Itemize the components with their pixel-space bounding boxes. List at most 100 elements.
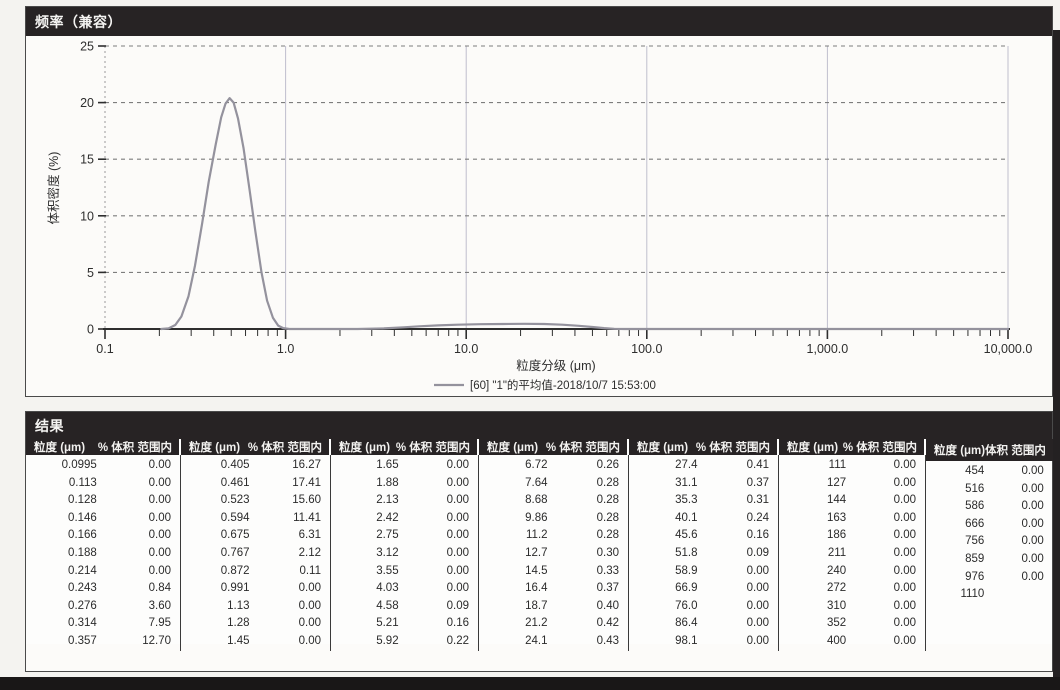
table-row: 0.214 0.00 <box>26 563 180 581</box>
column-group-body: 1.65 0.00 1.88 0.00 2.13 0.00 2.42 0.00 2.75 0.00… <box>331 455 479 651</box>
table-row: 18.7 0.40 <box>479 598 628 616</box>
size-value: 4.58 <box>376 599 399 612</box>
volume-pct-value: 0.28 <box>596 511 619 524</box>
table-row: 76.0 0.00 <box>629 598 778 616</box>
volume-pct-value: 0.00 <box>893 634 916 647</box>
table-row: 8.68 0.28 <box>479 492 628 510</box>
x-tick-label: 10,000.0 <box>984 342 1033 356</box>
size-value: 9.86 <box>525 511 548 524</box>
table-row: 0.991 0.00 <box>181 580 330 598</box>
volume-pct-value: 0.00 <box>1021 465 1044 477</box>
volume-pct-value: 0.00 <box>1021 517 1044 530</box>
volume-pct-value: 0.84 <box>148 582 171 595</box>
y-tick-label: 20 <box>80 96 94 110</box>
volume-pct-value: 0.43 <box>596 634 619 647</box>
y-tick-label: 15 <box>80 153 94 167</box>
size-value: 0.276 <box>68 599 97 612</box>
size-value: 3.12 <box>376 546 399 559</box>
table-row: 2.13 0.00 <box>331 492 478 510</box>
table-row: 1.13 0.00 <box>181 598 330 616</box>
volume-pct-value: 0.00 <box>893 617 916 630</box>
size-value: 1.28 <box>227 617 250 630</box>
size-value: 24.1 <box>525 634 548 647</box>
column-group-header: 粒度 (μm) % 体积 范围内 <box>629 439 777 455</box>
y-tick-label: 25 <box>80 40 94 54</box>
size-value: 0.128 <box>68 494 97 507</box>
size-value: 86.4 <box>675 617 698 630</box>
size-value: 352 <box>826 617 847 630</box>
size-value: 400 <box>826 634 847 647</box>
size-column-header: 粒度 (μm) <box>189 442 241 454</box>
table-row: 0.276 3.60 <box>26 598 180 616</box>
volume-pct-value: 0.00 <box>298 617 321 630</box>
size-value: 756 <box>965 535 985 548</box>
volume-pct-value <box>984 586 1053 604</box>
volume-pct-value: 0.00 <box>148 494 171 507</box>
column-group-body: 0.0995 0.00 0.113 0.00 0.128 0.00 0.146 0.00 0.1… <box>26 455 181 651</box>
table-row: 2.75 0.00 <box>331 527 478 545</box>
size-column-header: 粒度 (μm) <box>637 442 689 454</box>
volume-pct-column-header: % 体积 范围内 <box>247 442 322 454</box>
table-row: 3.12 0.00 <box>331 545 478 563</box>
scan-edge-bottom <box>0 677 1060 690</box>
table-row: 186 0.00 <box>779 527 925 545</box>
size-value: 4.03 <box>376 582 399 595</box>
table-row: 666 0.00 <box>926 516 1053 534</box>
size-value: 14.5 <box>525 564 548 577</box>
legend-label: [60] "1"的平均值-2018/10/7 15:53:00 <box>470 378 656 392</box>
volume-pct-value: 6.31 <box>298 529 321 542</box>
size-value: 586 <box>965 500 985 513</box>
size-value: 76.0 <box>675 599 698 612</box>
table-row: 27.4 0.41 <box>629 457 778 475</box>
volume-pct-value: 0.16 <box>446 617 469 630</box>
table-row: 0.146 0.00 <box>26 510 180 528</box>
table-row: 586 0.00 <box>926 498 1053 516</box>
column-group-body: 0.405 16.27 0.461 17.41 0.523 15.60 0.594 11.41… <box>181 455 331 651</box>
size-value: 1.88 <box>376 476 399 489</box>
results-column-group: 粒度 (μm)% 体积 范围内 111 0.00 127 0.00 144 0.00 163 0… <box>779 439 926 651</box>
volume-pct-value: 0.00 <box>893 476 916 489</box>
size-value: 0.0995 <box>61 459 97 471</box>
frequency-chart-panel: 频率（兼容） 0.1 1.0 10.0 100.0 1,000.0 10,000.0 0 5 1… <box>25 6 1053 397</box>
size-value: 0.146 <box>68 511 97 524</box>
volume-pct-value: 0.00 <box>1021 552 1044 565</box>
size-value: 5.21 <box>376 617 399 630</box>
column-group-body: 111 0.00 127 0.00 144 0.00 163 0.00 186 0.00 211 0.… <box>779 455 926 651</box>
volume-pct-column-header: % 体积 范围内 <box>695 442 770 454</box>
table-row: 211 0.00 <box>779 545 925 563</box>
table-row: 859 0.00 <box>926 551 1053 569</box>
volume-pct-value: 0.00 <box>746 634 769 647</box>
size-value: 16.4 <box>525 582 548 595</box>
volume-pct-value: 0.00 <box>746 599 769 612</box>
table-row: 21.2 0.42 <box>479 615 628 633</box>
volume-pct-value: 0.31 <box>746 494 769 507</box>
table-row: 0.188 0.00 <box>26 545 180 563</box>
table-row: 756 0.00 <box>926 533 1053 551</box>
table-row: 0.0995 0.00 <box>26 457 180 475</box>
volume-pct-value: 0.24 <box>746 511 769 524</box>
volume-pct-value: 0.00 <box>446 529 469 542</box>
table-row: 5.92 0.22 <box>331 633 478 651</box>
table-row: 0.128 0.00 <box>26 492 180 510</box>
size-column-header: 粒度 (μm) <box>934 445 986 457</box>
volume-pct-value: 0.00 <box>893 582 916 595</box>
table-row: 1110 <box>926 586 1053 604</box>
table-row: 0.357 12.70 <box>26 633 180 651</box>
volume-pct-value: 0.00 <box>148 546 171 559</box>
column-group-header: 粒度 (μm) % 体积 范围内 <box>26 439 179 455</box>
table-row: 11.2 0.28 <box>479 527 628 545</box>
table-row: 0.675 6.31 <box>181 527 330 545</box>
size-value: 310 <box>826 599 847 612</box>
volume-pct-value: 0.00 <box>446 546 469 559</box>
results-column-group: 粒度 (μm)% 体积 范围内 6.72 0.26 7.64 0.28 8.68 0.28 9… <box>479 439 629 651</box>
size-value: 0.243 <box>68 582 97 595</box>
table-row: 4.03 0.00 <box>331 580 478 598</box>
size-value: 240 <box>826 564 847 577</box>
size-column-header: 粒度 (μm) <box>339 442 391 454</box>
volume-pct-column-header: % 体积 范围内 <box>97 442 172 454</box>
volume-pct-value: 0.40 <box>596 599 619 612</box>
size-value: 111 <box>828 459 847 471</box>
size-value: 0.523 <box>220 494 250 507</box>
table-row: 66.9 0.00 <box>629 580 778 598</box>
size-value: 211 <box>827 546 847 559</box>
